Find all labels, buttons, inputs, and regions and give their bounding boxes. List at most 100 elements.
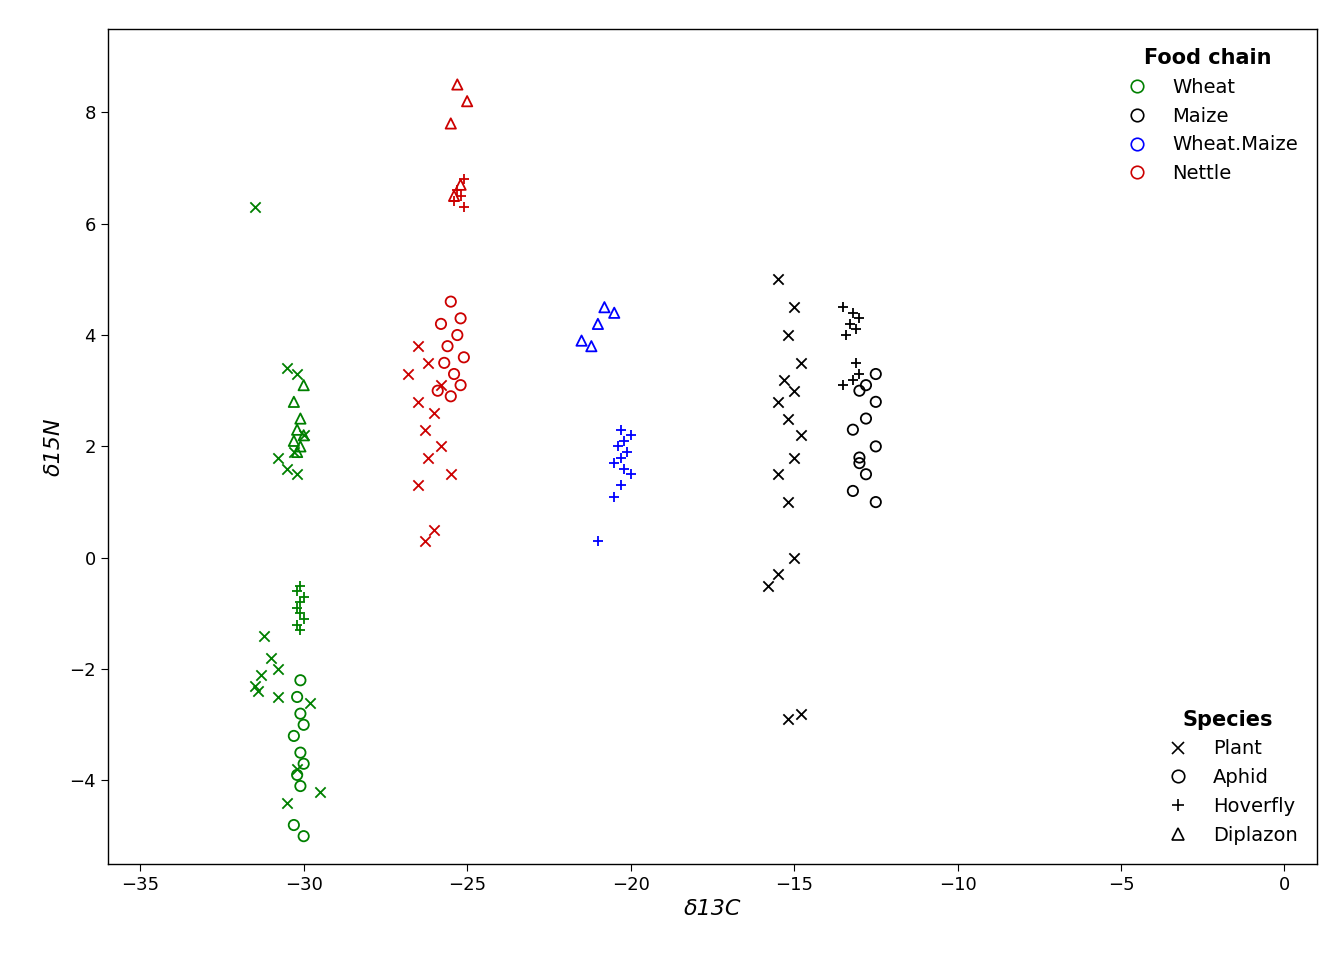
Point — [290, 745, 312, 760]
Point — [843, 305, 864, 321]
Point — [290, 706, 312, 721]
Point — [290, 622, 312, 637]
Point — [855, 377, 876, 393]
Point — [290, 411, 312, 426]
Point — [866, 494, 887, 510]
Point — [284, 444, 305, 460]
Point — [610, 478, 632, 493]
Point — [439, 294, 461, 309]
Point — [620, 427, 641, 443]
Point — [407, 478, 429, 493]
Point — [606, 439, 628, 454]
Y-axis label: δ15N: δ15N — [43, 418, 63, 475]
Point — [774, 372, 796, 387]
Point — [845, 322, 867, 337]
Point — [571, 333, 593, 348]
Point — [790, 355, 812, 371]
Point — [293, 756, 314, 772]
Point — [261, 650, 282, 665]
Point — [784, 383, 805, 398]
Point — [836, 327, 857, 343]
Point — [284, 433, 305, 448]
Point — [845, 355, 867, 371]
Point — [767, 272, 789, 287]
Point — [434, 355, 456, 371]
Point — [439, 467, 461, 482]
Point — [286, 367, 308, 382]
Point — [790, 427, 812, 443]
Point — [453, 172, 474, 187]
Point — [790, 706, 812, 721]
Point — [848, 311, 870, 326]
Point — [848, 450, 870, 466]
Point — [293, 427, 314, 443]
Point — [610, 450, 632, 466]
Point — [439, 389, 461, 404]
Point — [848, 383, 870, 398]
Legend: Plant, Aphid, Hoverfly, Diplazon: Plant, Aphid, Hoverfly, Diplazon — [1149, 700, 1308, 854]
Point — [767, 395, 789, 410]
Point — [293, 612, 314, 627]
Point — [286, 584, 308, 599]
Point — [250, 667, 271, 683]
Point — [286, 422, 308, 438]
Point — [286, 617, 308, 633]
Point — [866, 395, 887, 410]
Point — [866, 439, 887, 454]
Point — [777, 711, 798, 727]
Point — [430, 316, 452, 331]
Point — [430, 377, 452, 393]
Point — [277, 795, 298, 810]
Point — [613, 433, 634, 448]
Point — [284, 729, 305, 744]
Point — [284, 395, 305, 410]
Point — [284, 817, 305, 832]
Point — [427, 383, 449, 398]
Point — [603, 455, 625, 470]
Point — [453, 349, 474, 365]
Point — [254, 628, 276, 643]
Point — [398, 367, 419, 382]
Point — [613, 461, 634, 476]
Point — [848, 455, 870, 470]
Point — [832, 377, 853, 393]
Point — [407, 395, 429, 410]
Point — [444, 188, 465, 204]
Point — [414, 534, 435, 549]
Point — [309, 784, 331, 800]
Point — [286, 767, 308, 782]
Point — [594, 300, 616, 315]
Point — [866, 367, 887, 382]
Point — [855, 411, 876, 426]
Point — [446, 77, 468, 92]
Point — [784, 550, 805, 565]
Point — [247, 684, 269, 699]
Point — [777, 411, 798, 426]
Point — [407, 339, 429, 354]
Point — [290, 673, 312, 688]
Point — [437, 339, 458, 354]
Point — [450, 188, 472, 204]
Point — [450, 311, 472, 326]
Point — [453, 200, 474, 215]
Point — [620, 467, 641, 482]
Point — [603, 305, 625, 321]
Point — [848, 367, 870, 382]
Point — [617, 444, 638, 460]
Point — [286, 467, 308, 482]
Point — [777, 494, 798, 510]
Point — [290, 606, 312, 621]
Point — [266, 661, 288, 677]
Point — [290, 578, 312, 593]
Point — [444, 367, 465, 382]
Point — [587, 316, 609, 331]
X-axis label: δ13C: δ13C — [684, 900, 741, 920]
Point — [290, 779, 312, 794]
Point — [446, 182, 468, 198]
Point — [286, 600, 308, 615]
Point — [243, 678, 265, 693]
Point — [293, 828, 314, 844]
Point — [300, 695, 321, 710]
Point — [843, 483, 864, 498]
Point — [423, 522, 445, 538]
